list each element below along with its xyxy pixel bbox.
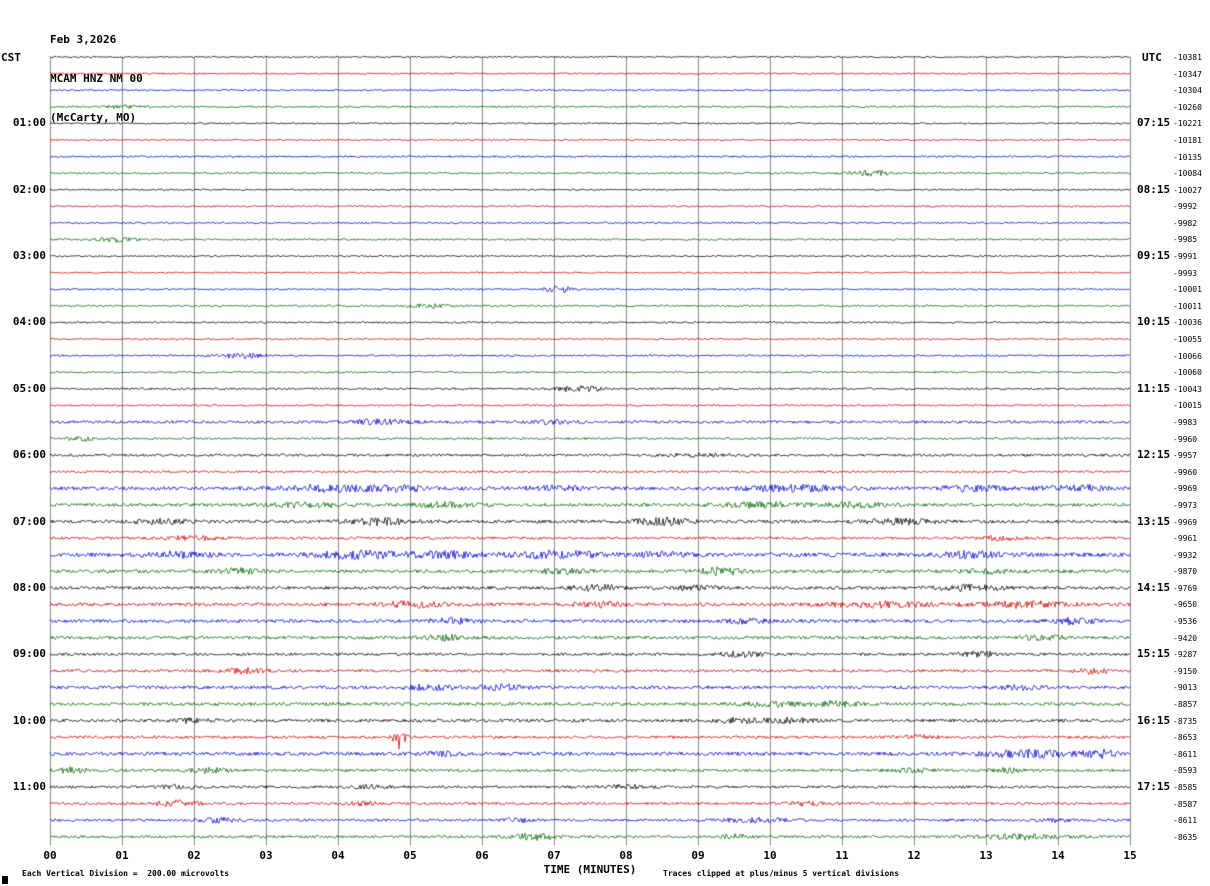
trace-offset-value: -9973: [1173, 500, 1198, 510]
corner-mark: [2, 876, 8, 884]
trace-offset-value: -8857: [1173, 700, 1198, 709]
trace-offset-value: -8635: [1173, 832, 1198, 842]
trace-offset-value: -10135: [1173, 152, 1202, 162]
trace-offset-value: -10036: [1173, 318, 1202, 328]
trace-offset-value: -9650: [1173, 600, 1198, 610]
x-tick-label: 03: [259, 849, 273, 862]
trace-offset-value: -9991: [1173, 252, 1198, 262]
x-tick-label: 09: [691, 849, 705, 862]
trace-offset-value: -9932: [1173, 550, 1198, 560]
trace-offset-value: -10060: [1173, 368, 1202, 378]
utc-time-label: 12:15: [1137, 448, 1171, 462]
trace-offset-value: -9960: [1173, 467, 1198, 477]
trace-offset-value: -10304: [1173, 86, 1202, 96]
trace-offset-value: -9992: [1173, 202, 1198, 212]
trace-offset-value: -8593: [1173, 766, 1198, 776]
x-tick-label: 14: [1051, 849, 1065, 862]
footer-clip-note: Traces clipped at plus/minus 5 vertical …: [663, 869, 900, 878]
trace-offset-value: -9969: [1173, 517, 1198, 527]
cst-time-label: 01:00: [12, 116, 46, 130]
trace-offset-value: -9993: [1173, 268, 1198, 278]
trace-offset-value: -9983: [1173, 417, 1198, 427]
cst-time-label: 11:00: [12, 779, 46, 793]
trace-offset-value: -9769: [1173, 583, 1198, 593]
cst-time-label: 08:00: [12, 580, 46, 594]
trace-offset-value: -10181: [1173, 135, 1202, 145]
trace-offset-value: -9536: [1173, 617, 1198, 627]
trace-offset-value: -10027: [1173, 185, 1202, 195]
x-tick-label: 00: [43, 849, 57, 862]
utc-time-label: 14:15: [1137, 580, 1171, 594]
x-tick-label: 04: [331, 849, 345, 862]
x-tick-label: 02: [187, 849, 201, 862]
cst-time-label: 03:00: [12, 249, 46, 263]
x-tick-label: 12: [907, 849, 921, 862]
trace-offset-value: -8611: [1173, 816, 1198, 826]
x-tick-label: 05: [403, 849, 417, 862]
cst-time-label: 02:00: [12, 182, 46, 196]
x-tick-label: 13: [979, 849, 993, 862]
cst-time-label: 05:00: [12, 381, 46, 395]
cst-time-label: 10:00: [12, 713, 46, 727]
trace-offset-value: -10084: [1173, 169, 1202, 179]
trace-offset-value: -9420: [1173, 633, 1198, 643]
trace-offset-value: -9982: [1173, 218, 1198, 228]
trace-offset-value: -8611: [1173, 749, 1198, 759]
cst-time-label: 04:00: [12, 315, 46, 329]
trace-offset-value: -9287: [1173, 650, 1198, 660]
trace-offset-value: -9969: [1173, 484, 1198, 494]
trace-offset-value: -10260: [1173, 102, 1202, 112]
trace-offset-value: -9150: [1173, 666, 1198, 676]
x-tick-label: 07: [547, 849, 561, 862]
trace-offset-value: -10055: [1173, 335, 1202, 345]
utc-time-label: 13:15: [1137, 514, 1171, 528]
trace-offset-value: -9013: [1173, 683, 1198, 693]
trace-offset-value: -10043: [1173, 384, 1202, 394]
trace-offset-value: -9961: [1173, 534, 1198, 544]
trace-offset-value: -8585: [1173, 782, 1198, 792]
utc-time-label: 10:15: [1137, 315, 1171, 329]
x-tick-label: 06: [475, 849, 489, 862]
trace-offset-value: -8587: [1173, 799, 1198, 809]
cst-time-label: 07:00: [12, 514, 46, 528]
utc-time-label: 09:15: [1137, 249, 1171, 263]
footer-scale-note: Each Vertical Division = 200.00 microvol…: [22, 869, 230, 878]
trace-offset-value: -10221: [1173, 119, 1202, 129]
trace-offset-value: -10381: [1173, 53, 1202, 62]
x-tick-label: 10: [763, 849, 777, 862]
cst-time-label: 06:00: [12, 448, 46, 462]
utc-time-label: 08:15: [1137, 182, 1171, 196]
utc-time-label: 17:15: [1137, 779, 1171, 793]
trace-offset-value: -9957: [1173, 451, 1198, 461]
trace-offset-value: -10001: [1173, 285, 1202, 295]
utc-time-label: 15:15: [1137, 647, 1171, 661]
cst-time-label: 09:00: [12, 647, 46, 661]
trace-offset-value: -8735: [1173, 716, 1198, 726]
utc-time-label: 11:15: [1137, 381, 1171, 395]
x-tick-label: 15: [1123, 849, 1137, 862]
trace-offset-value: -9870: [1173, 567, 1198, 577]
utc-time-label: 16:15: [1137, 713, 1171, 727]
trace-offset-value: -10011: [1173, 301, 1202, 311]
trace-offset-value: -10347: [1173, 69, 1202, 79]
x-tick-label: 01: [115, 849, 129, 862]
trace-offset-value: -10066: [1173, 351, 1202, 361]
trace-offset-value: -9960: [1173, 434, 1198, 444]
trace-offset-value: -10015: [1173, 401, 1202, 411]
trace-offset-value: -9985: [1173, 235, 1198, 245]
x-axis-title: TIME (MINUTES): [543, 863, 637, 876]
x-tick-label: 11: [835, 849, 849, 862]
utc-time-label: 07:15: [1137, 116, 1171, 130]
x-tick-label: 08: [619, 849, 633, 862]
trace-offset-value: -8653: [1173, 733, 1198, 743]
